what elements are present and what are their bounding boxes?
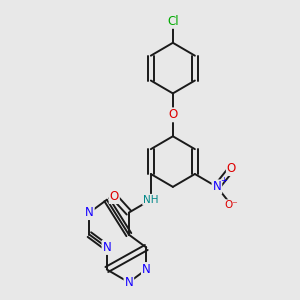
Text: N: N xyxy=(212,180,221,194)
Text: +: + xyxy=(220,176,226,185)
Text: O: O xyxy=(110,190,119,203)
Text: Cl: Cl xyxy=(167,15,179,28)
Text: O: O xyxy=(168,108,178,121)
Text: NH: NH xyxy=(143,195,159,205)
Text: O: O xyxy=(227,162,236,175)
Text: O⁻: O⁻ xyxy=(225,200,238,210)
Text: N: N xyxy=(142,263,151,276)
Text: N: N xyxy=(103,241,111,254)
Text: N: N xyxy=(85,206,94,219)
Text: N: N xyxy=(124,276,133,289)
